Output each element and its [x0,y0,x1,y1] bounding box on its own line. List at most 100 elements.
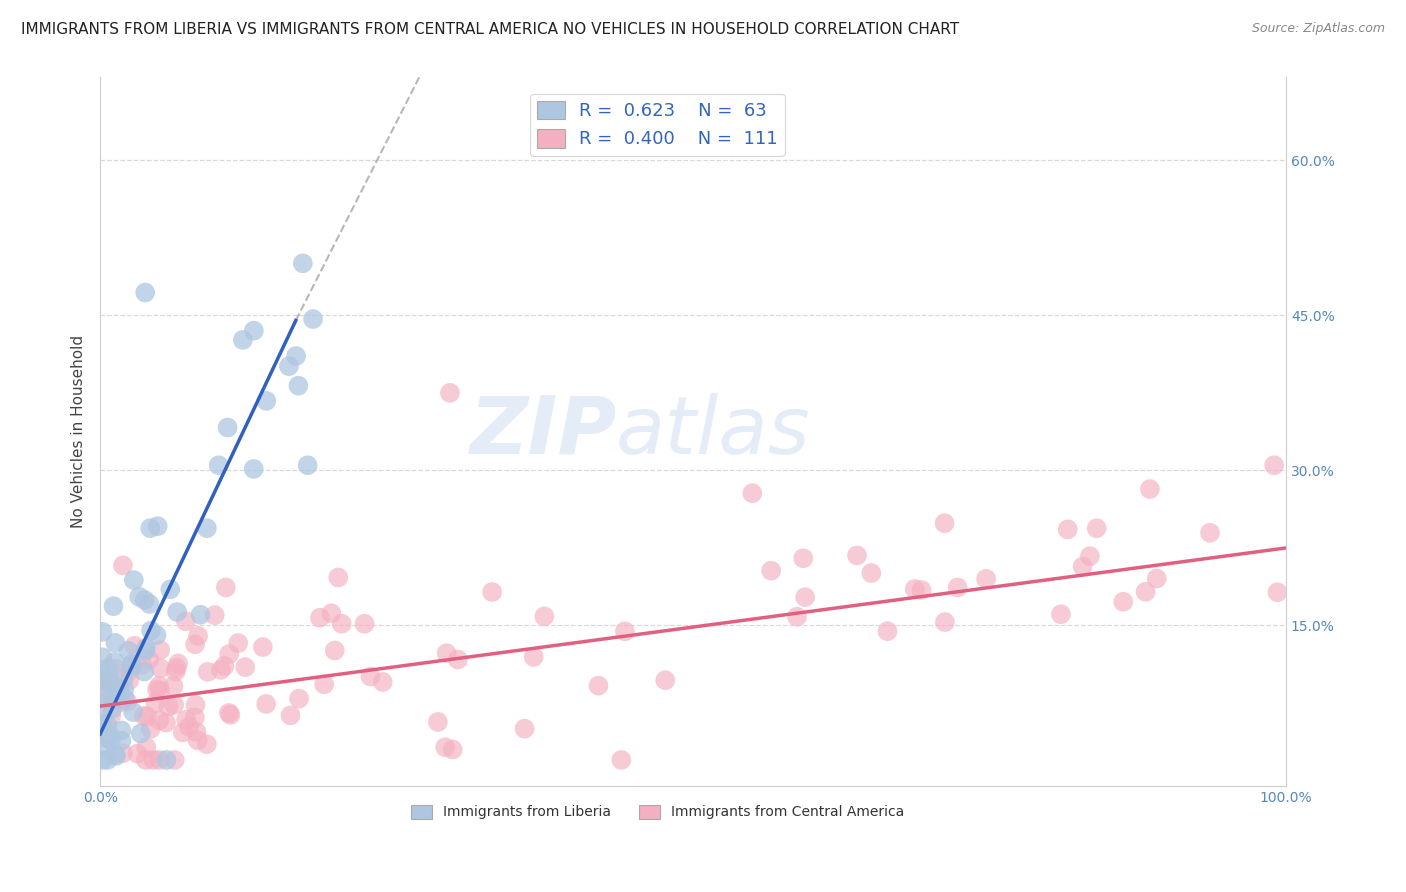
Point [330,616,353,631]
Point [103,747,125,762]
Point [309,610,332,624]
Point [135,740,157,755]
Point [1050,607,1073,622]
Point [122,573,145,587]
Point [96,690,118,704]
Point [860,566,883,580]
Point [112,682,135,697]
Point [254,393,277,408]
Point [174,713,197,727]
Point [184,698,207,712]
Point [93,740,115,755]
Point [91,650,114,665]
Point [93,681,115,695]
Point [613,624,636,639]
Point [439,385,461,400]
Point [910,582,932,597]
Point [288,691,311,706]
Text: Source: ZipAtlas.com: Source: ZipAtlas.com [1251,22,1385,36]
Y-axis label: No Vehicles in Household: No Vehicles in Household [72,335,86,528]
Point [321,606,343,620]
Point [91,700,114,714]
Point [134,665,156,679]
Point [120,663,142,677]
Point [876,624,898,639]
Point [904,582,927,596]
Point [139,624,162,638]
Point [197,665,219,679]
Point [217,420,239,434]
Point [314,677,336,691]
Point [974,572,997,586]
Point [184,637,207,651]
Point [148,713,170,727]
Point [149,683,172,698]
Point [122,705,145,719]
Point [1199,525,1222,540]
Point [371,675,394,690]
Point [129,726,152,740]
Point [174,615,197,629]
Point [209,663,232,677]
Point [243,324,266,338]
Point [131,657,153,672]
Point [162,679,184,693]
Point [105,748,128,763]
Point [792,551,814,566]
Point [138,652,160,666]
Point [434,740,457,755]
Point [149,661,172,675]
Point [184,710,207,724]
Point [610,753,633,767]
Point [232,333,254,347]
Point [846,549,869,563]
Point [104,636,127,650]
Point [323,643,346,657]
Point [100,708,122,723]
Point [359,669,381,683]
Point [233,660,256,674]
Point [254,697,277,711]
Point [533,609,555,624]
Point [134,593,156,607]
Point [353,616,375,631]
Point [163,698,186,712]
Point [190,607,212,622]
Point [91,667,114,681]
Point [110,733,132,747]
Point [146,682,169,697]
Point [91,716,114,731]
Point [195,521,218,535]
Point [135,753,157,767]
Point [103,599,125,614]
Point [302,312,325,326]
Point [1056,522,1078,536]
Point [186,725,208,739]
Point [1071,559,1094,574]
Point [166,605,188,619]
Point [149,643,172,657]
Point [328,570,350,584]
Point [146,519,169,533]
Point [111,558,134,573]
Point [117,695,139,709]
Point [104,661,127,675]
Point [1139,482,1161,496]
Point [101,701,124,715]
Point [121,657,143,672]
Point [110,695,132,709]
Point [127,747,149,761]
Point [219,707,242,722]
Point [285,349,308,363]
Point [97,753,120,767]
Point [588,679,610,693]
Point [148,679,170,693]
Point [934,516,956,531]
Point [523,649,546,664]
Point [134,285,156,300]
Point [111,746,134,760]
Text: ZIP: ZIP [468,392,616,471]
Point [135,641,157,656]
Point [204,608,226,623]
Point [114,691,136,706]
